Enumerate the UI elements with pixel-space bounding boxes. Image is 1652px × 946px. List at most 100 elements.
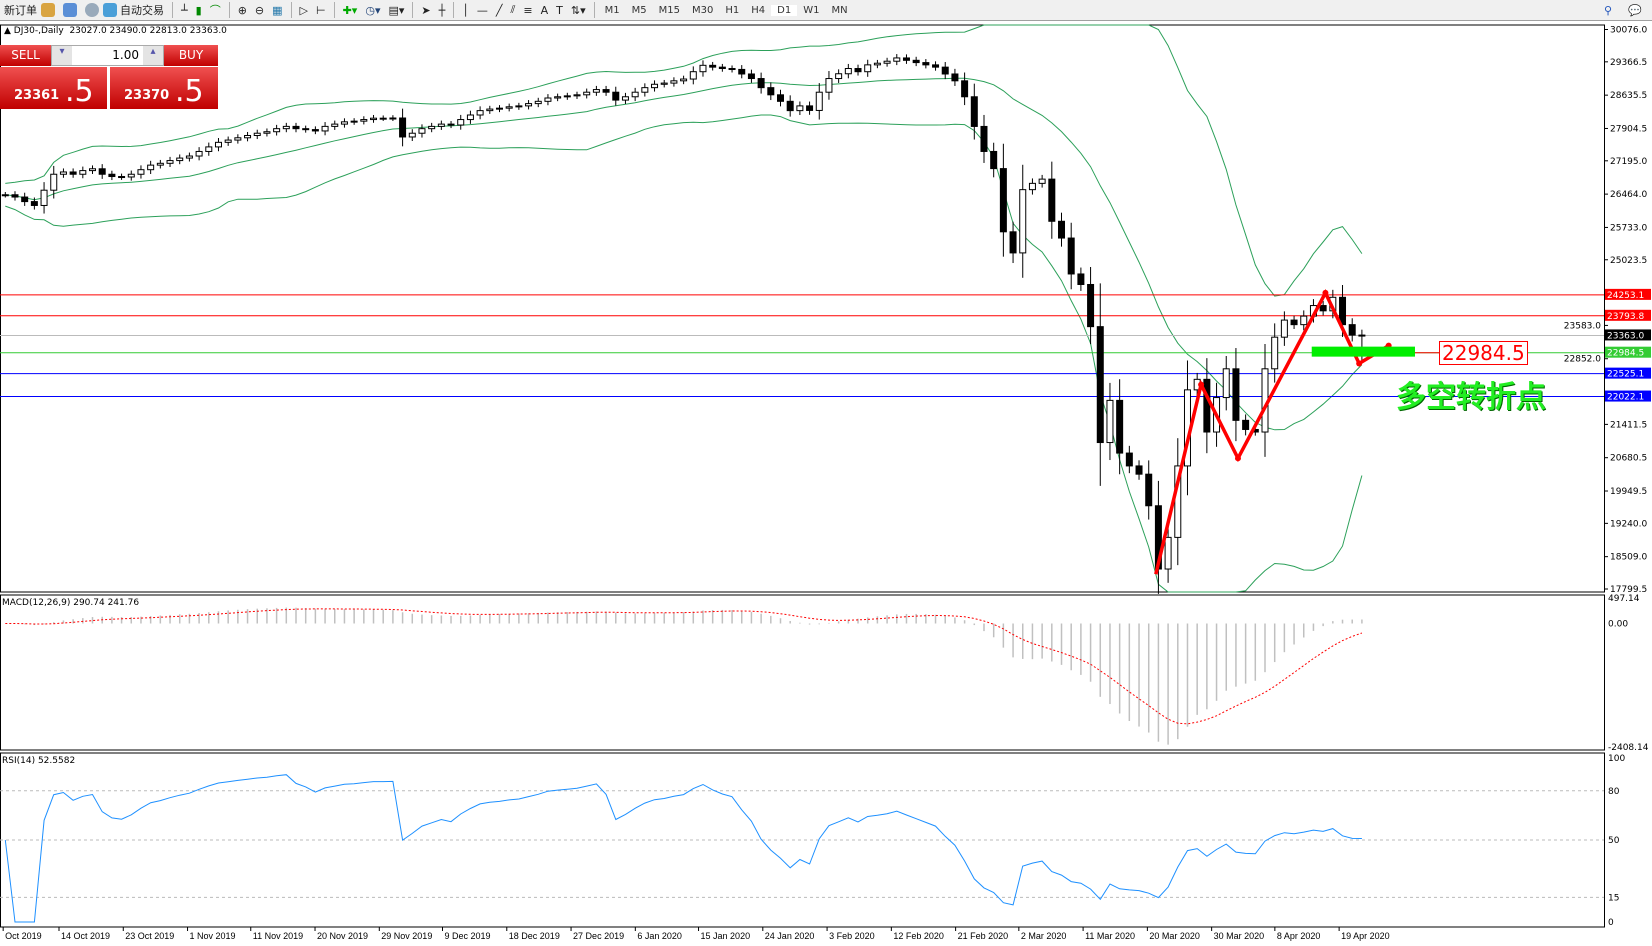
candle [1038, 174, 1046, 188]
chart-area[interactable]: 30076.0 29366.5 28635.5 27904.5 27195.0 26464… [0, 22, 1652, 946]
candle-body [389, 117, 397, 120]
equidistant-channel-icon[interactable]: ⫽ [510, 3, 516, 16]
candle [50, 165, 58, 199]
candle-body [1145, 473, 1153, 507]
candle [990, 142, 998, 178]
crosshair-icon[interactable]: ┼ [438, 3, 446, 17]
candle-body [1203, 378, 1211, 433]
templates-icon[interactable]: ▤▾ [388, 3, 405, 17]
timeframe-d1[interactable]: D1 [771, 4, 798, 16]
candle [350, 118, 358, 125]
sell-price-button[interactable]: 23361 .5 [0, 67, 107, 109]
cursor-icon[interactable]: ➤ [421, 3, 431, 17]
candle-body [486, 108, 494, 112]
fibonacci-icon[interactable]: ≡ [523, 3, 533, 17]
search-icon[interactable]: ⚲ [1603, 3, 1612, 17]
level-label-box[interactable]: 22984.5 [1439, 341, 1528, 365]
candle [612, 86, 620, 106]
candle-body [234, 137, 242, 141]
candle-body [1087, 283, 1095, 328]
y-tick-label: 30076.0 [1610, 26, 1647, 36]
candle [127, 170, 135, 181]
pivot-text[interactable]: 多空转折点 [1396, 380, 1546, 415]
timeframe-h4[interactable]: H4 [751, 4, 766, 16]
timeframe-m5[interactable]: M5 [631, 4, 647, 16]
lot-up-icon[interactable]: ▴ [143, 46, 163, 65]
zoom-in-icon[interactable]: ⊕ [237, 3, 247, 17]
text-label-icon[interactable]: T [556, 3, 563, 17]
y-tick-label: 25733.0 [1610, 223, 1647, 233]
candle-body [883, 60, 891, 64]
candle [408, 129, 416, 142]
timeframe-h1[interactable]: H1 [725, 4, 740, 16]
candle [224, 136, 232, 146]
candle-body [825, 78, 833, 93]
sell-button[interactable]: SELL [0, 45, 51, 66]
candle-body [631, 91, 639, 98]
auto-scroll-icon[interactable]: ▷ [299, 3, 308, 17]
timeframe-mn[interactable]: MN [831, 4, 848, 16]
x-tick-label: 23 Oct 2019 [125, 931, 174, 941]
candle-body [757, 78, 765, 89]
candle-body [1009, 231, 1017, 254]
x-tick-label: 18 Dec 2019 [509, 931, 560, 941]
candle-body [970, 96, 978, 127]
trendline-icon[interactable]: ╱ [495, 3, 503, 17]
candle [176, 154, 184, 165]
candlestick-icon[interactable]: ▮ [195, 3, 202, 17]
line-chart-icon[interactable]: ⌒ [209, 4, 221, 17]
arrow-head [1322, 289, 1329, 296]
candle-body [912, 59, 920, 64]
main-panel-border [0, 24, 1605, 593]
candle [728, 65, 736, 73]
candle-body [1096, 326, 1104, 444]
periods-icon[interactable]: ◷▾ [365, 3, 381, 17]
collapse-icon[interactable]: ▲ [4, 26, 11, 36]
horizontal-line-icon[interactable]: — [476, 3, 488, 17]
timeframe-w1[interactable]: W1 [803, 4, 820, 16]
navigator-icon[interactable] [63, 3, 77, 17]
lot-input[interactable]: 1.00 [112, 48, 139, 62]
chat-icon[interactable]: 💬 [1628, 3, 1642, 17]
y-tick-label: 19240.0 [1610, 519, 1647, 529]
buy-price-button[interactable]: 23370 .5 [110, 67, 218, 109]
chart-shift-icon[interactable]: ⊢ [316, 3, 326, 17]
candle-body [79, 170, 87, 175]
y-tick-label: 29366.5 [1610, 58, 1647, 68]
lot-stepper[interactable]: ▾ 1.00 ▴ [51, 45, 164, 66]
candle-body [399, 117, 407, 138]
rsi-tick-label: 15 [1608, 893, 1619, 903]
candle-body [302, 128, 310, 131]
candle [932, 61, 940, 71]
text-icon[interactable]: A [540, 3, 549, 17]
autotrade-icon [103, 3, 117, 17]
bar-chart-icon[interactable]: ┴ [181, 3, 188, 17]
candle [321, 122, 329, 136]
x-tick-label: 20 Nov 2019 [317, 931, 368, 941]
candle [689, 66, 697, 85]
tile-windows-icon[interactable]: ▦ [272, 3, 283, 17]
candle-body [796, 105, 804, 112]
candle-body [689, 71, 697, 80]
candle-body [1222, 368, 1230, 399]
timeframe-m15[interactable]: M15 [658, 4, 680, 16]
indicators-icon[interactable]: ✚▾ [342, 3, 358, 17]
vertical-line-icon[interactable]: │ [462, 3, 469, 17]
candle-body [602, 89, 610, 93]
candle [30, 197, 38, 210]
new-order-button[interactable]: 新订单 [0, 1, 41, 20]
signal-icon[interactable] [85, 3, 99, 17]
macd-tick-label: 497.14 [1608, 594, 1640, 604]
zoom-out-icon[interactable]: ⊖ [254, 3, 265, 17]
candle-body [1077, 273, 1085, 285]
timeframe-m1[interactable]: M1 [604, 4, 620, 16]
timeframe-m30[interactable]: M30 [691, 4, 714, 16]
candle [1145, 460, 1153, 520]
candle [302, 125, 310, 133]
x-tick-label: 9 Dec 2019 [445, 931, 491, 941]
market-watch-icon[interactable] [41, 3, 55, 17]
arrows-icon[interactable]: ⇅▾ [570, 3, 586, 17]
buy-button[interactable]: BUY [164, 45, 218, 66]
lot-down-icon[interactable]: ▾ [52, 46, 72, 65]
autotrade-button[interactable]: 自动交易 [99, 1, 168, 20]
